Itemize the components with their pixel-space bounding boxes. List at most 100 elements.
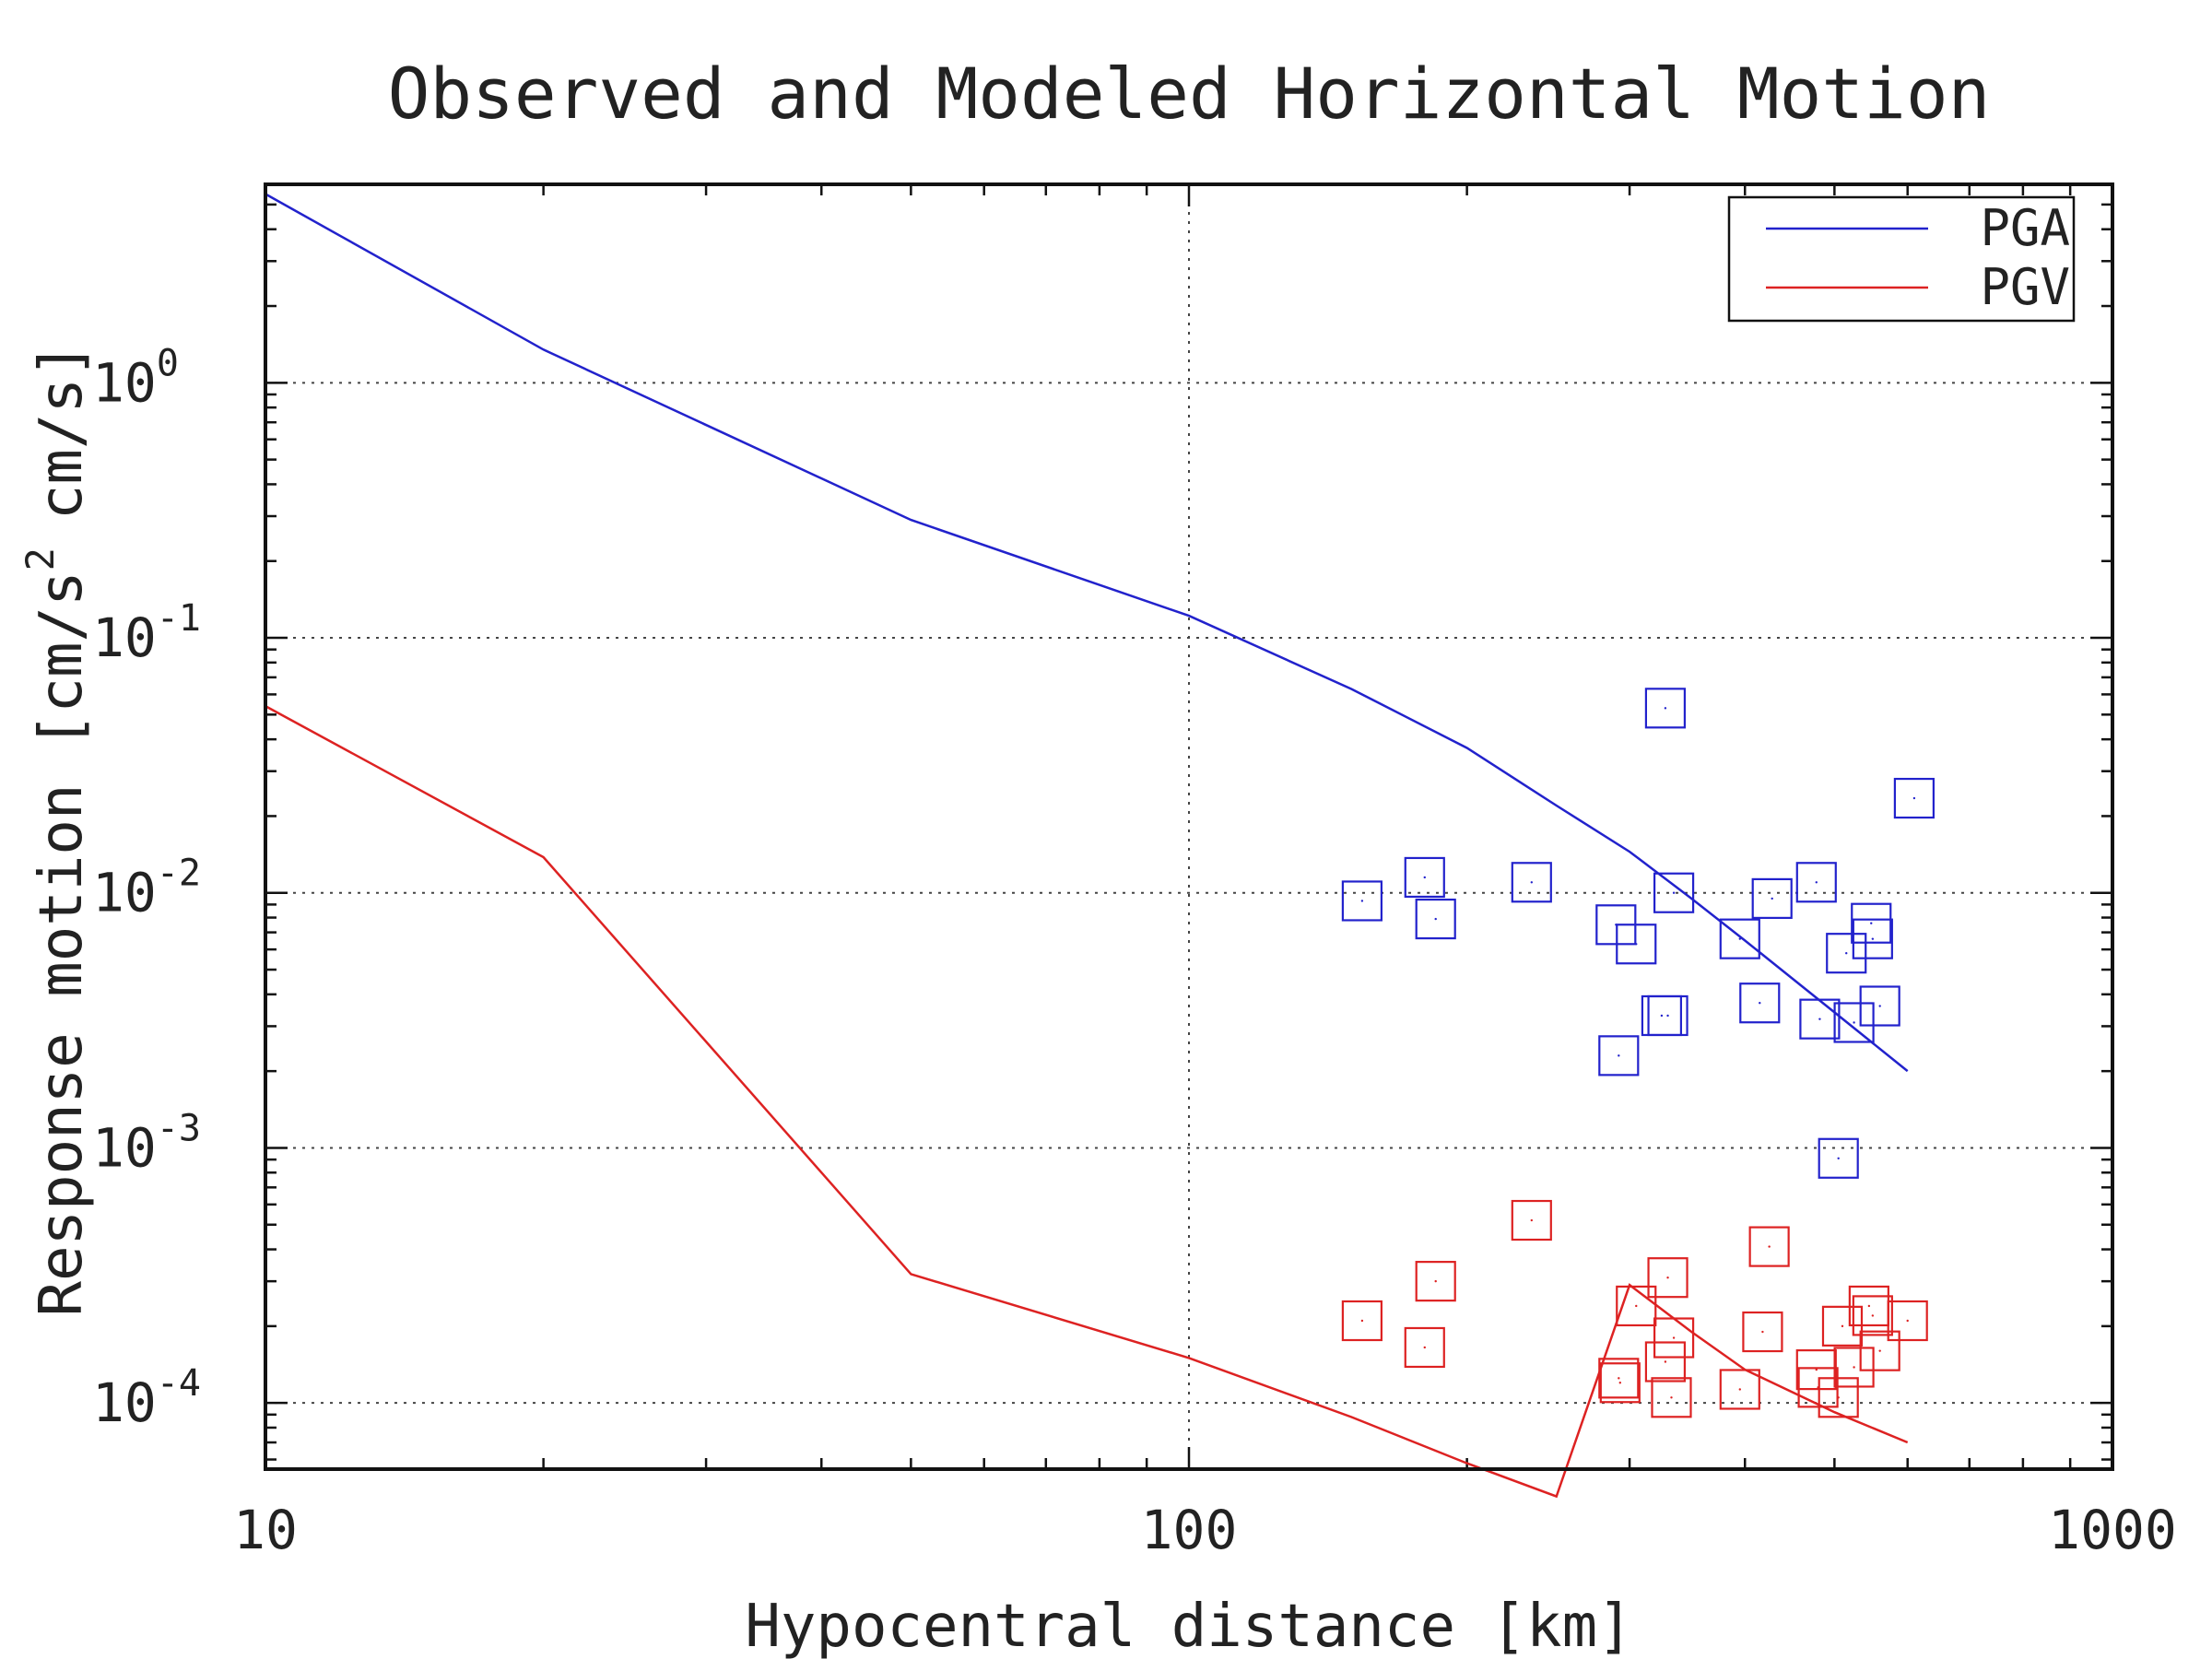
pga-observed-marker: [1893, 777, 1936, 819]
y-tick-exponent: -4: [157, 1362, 201, 1405]
pga-observed-marker: [1719, 918, 1760, 959]
pgv-observed-marker-dot: [1761, 1330, 1764, 1334]
pgv-observed-marker: [1415, 1261, 1456, 1302]
pga-observed-marker-dot: [1815, 881, 1818, 884]
pga-observed-marker: [1644, 688, 1687, 729]
pga-observed-marker-dot: [1360, 900, 1364, 902]
pgv-observed-marker-dot: [1841, 1324, 1844, 1328]
y-axis-label: Response motion [cm/s2 cm/s]: [18, 342, 96, 1316]
pgv-observed-marker: [1599, 1362, 1641, 1404]
pga-observed-marker-dot: [1672, 891, 1676, 894]
pga-observed-markers: [1341, 688, 1936, 1179]
y-tick-base: 10: [92, 606, 157, 669]
pgv-observed-marker: [1795, 1348, 1837, 1391]
pgv-observed-marker: [1341, 1300, 1382, 1342]
pgv-observed-marker-dot: [1423, 1346, 1426, 1349]
pgv-observed-marker-dot: [1618, 1382, 1622, 1384]
x-tick-label: 100: [1141, 1499, 1238, 1561]
pga-observed-marker: [1859, 985, 1900, 1027]
pgv-observed-marker-dot: [1837, 1396, 1840, 1399]
pga-observed-marker-dot: [1870, 922, 1873, 924]
y-tick-label: 100: [92, 342, 179, 414]
pga-observed-marker-dot: [1738, 937, 1741, 940]
pga-observed-marker: [1653, 872, 1695, 913]
y-tick-exponent: -2: [157, 853, 201, 895]
pgv-observed-marker: [1859, 1330, 1900, 1371]
pgv-observed-marker-dot: [1878, 1349, 1881, 1352]
pgv-observed-marker: [1651, 1377, 1692, 1418]
pgv-observed-marker-dot: [1768, 1245, 1771, 1248]
pgv-observed-marker: [1719, 1369, 1760, 1410]
y-tick-label: 10-3: [92, 1107, 201, 1179]
pgv-observed-marker-dot: [1871, 1314, 1875, 1317]
pga-observed-marker: [1795, 862, 1837, 903]
pga-observed-marker-dot: [1618, 1054, 1620, 1057]
legend: PGA PGV: [1727, 195, 2076, 323]
y-tick-base: 10: [92, 1116, 157, 1179]
pga-observed-marker-dot: [1878, 1005, 1881, 1007]
y-tick-label: 10-1: [92, 597, 201, 669]
pgv-observed-marker-dot: [1867, 1304, 1871, 1308]
pga-observed-marker: [1852, 918, 1893, 959]
pgv-observed-marker-dot: [1672, 1336, 1676, 1339]
pgv-observed-marker-dot: [1666, 1276, 1669, 1279]
pga-observed-marker: [1415, 898, 1456, 940]
pgv-observed-marker-dot: [1670, 1396, 1673, 1399]
pga-observed-marker-dot: [1660, 1014, 1664, 1018]
pga-model-line: [265, 193, 1909, 1073]
pgv-observed-marker: [1647, 1257, 1688, 1299]
pgv-observed-marker-dot: [1635, 1304, 1638, 1308]
y-tick-base: 10: [92, 351, 157, 414]
pgv-observed-marker-dot: [1530, 1218, 1534, 1222]
legend-pgv-label: PGV: [1980, 258, 2070, 316]
pgv-observed-marker-dot: [1815, 1368, 1818, 1371]
grid-lines: [265, 184, 2112, 1469]
pga-observed-marker: [1616, 924, 1657, 965]
pga-observed-marker: [1826, 933, 1867, 974]
pga-observed-marker-dot: [1853, 1021, 1855, 1024]
pga-observed-marker-dot: [1871, 937, 1875, 940]
y-tick-label: 10-2: [92, 853, 201, 924]
pgv-observed-marker: [1833, 1347, 1875, 1388]
x-tick-labels: 10 100 1000: [233, 1499, 2177, 1561]
pga-observed-marker-dot: [1771, 897, 1773, 900]
pgv-observed-marker: [1818, 1377, 1859, 1418]
x-tick-label: 10: [233, 1499, 298, 1561]
pga-observed-marker-dot: [1423, 876, 1426, 879]
pga-observed-marker-dot: [1759, 1002, 1761, 1005]
x-tick-label: 1000: [2048, 1499, 2177, 1561]
y-tick-base: 10: [92, 862, 157, 924]
pgv-observed-marker-dot: [1906, 1319, 1909, 1323]
pgv-observed-marker-dot: [1853, 1366, 1855, 1369]
pgv-observed-marker-dot: [1360, 1319, 1364, 1323]
pga-observed-marker-dot: [1434, 917, 1437, 921]
pga-observed-marker-dot: [1530, 881, 1534, 884]
x-axis-label: Hypocentral distance [km]: [745, 1593, 1632, 1659]
pgv-observed-marker: [1653, 1317, 1695, 1359]
pgv-observed-marker-dot: [1434, 1279, 1437, 1283]
pga-observed-marker-dot: [1837, 1157, 1840, 1159]
pgv-observed-marker-dot: [1738, 1388, 1741, 1391]
y-tick-exponent: 0: [157, 342, 179, 384]
pga-observed-marker: [1739, 982, 1781, 1024]
pgv-observed-marker-dot: [1618, 1377, 1620, 1380]
pgv-observed-marker: [1742, 1311, 1783, 1353]
pga-observed-marker: [1647, 994, 1688, 1037]
pga-observed-marker-dot: [1666, 1014, 1669, 1018]
pga-observed-marker: [1818, 1137, 1859, 1179]
pga-observed-marker-dot: [1664, 707, 1667, 710]
pgv-observed-marker: [1616, 1285, 1657, 1327]
pgv-observed-markers: [1341, 1199, 1928, 1418]
pga-observed-marker: [1851, 902, 1892, 944]
pga-observed-marker-dot: [1635, 943, 1638, 946]
axis-ticks: [264, 182, 2112, 1469]
pga-observed-marker: [1833, 1002, 1875, 1043]
pgv-observed-marker-dot: [1664, 1360, 1667, 1363]
pgv-observed-marker: [1644, 1341, 1687, 1382]
y-axis-label-tail: cm/s]: [28, 342, 96, 520]
pga-observed-marker: [1511, 862, 1552, 903]
pga-observed-marker: [1598, 1035, 1640, 1077]
legend-pga-label: PGA: [1980, 199, 2070, 257]
